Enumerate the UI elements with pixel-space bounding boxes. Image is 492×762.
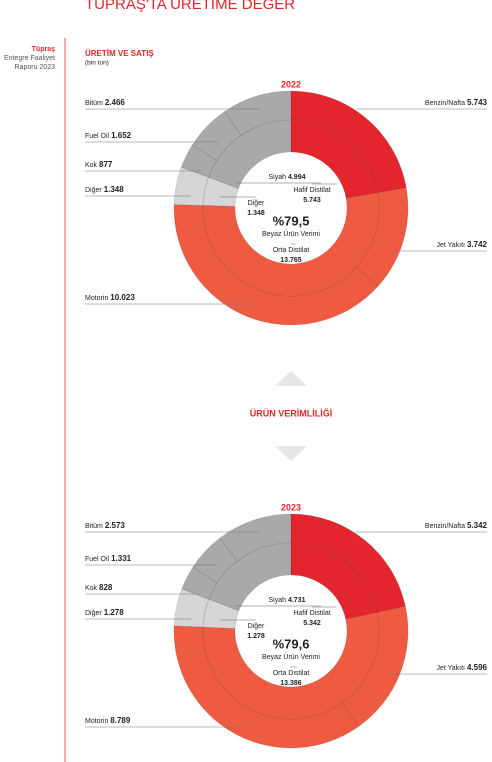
slice-value: 4.596 bbox=[467, 663, 488, 672]
slice-value: 877 bbox=[99, 160, 113, 169]
slice-label: Jet Yakıtı 4.596 bbox=[436, 663, 487, 672]
chart-title: 2022 bbox=[281, 79, 301, 89]
chart-title: 2023 bbox=[281, 502, 301, 512]
slice-label: Motorin 8.789 bbox=[85, 716, 131, 725]
slice-label: Diğer 1.348 bbox=[85, 185, 124, 194]
donut-slice bbox=[173, 204, 379, 326]
divider-label: ÜRÜN VERİMLİLİĞİ bbox=[250, 407, 333, 418]
slice-value: 5.342 bbox=[467, 521, 488, 530]
inner-name: Diğer bbox=[248, 200, 265, 207]
slice-label: Motorin 10.023 bbox=[85, 293, 135, 302]
inner-label: Siyah 4.731 bbox=[269, 597, 306, 604]
slice-label: Diğer 1.278 bbox=[85, 608, 124, 617]
inner-value: 13.765 bbox=[280, 257, 302, 264]
donut-slice bbox=[290, 119, 379, 199]
slice-label: Kok 877 bbox=[85, 160, 113, 169]
slice-name: Motorin bbox=[85, 295, 108, 302]
slice-value: 10.023 bbox=[110, 293, 135, 302]
slice-name: Diğer bbox=[85, 187, 102, 194]
inner-value: 1.278 bbox=[247, 633, 265, 640]
slice-value: 5.743 bbox=[467, 98, 488, 107]
slice-name: Motorin bbox=[85, 718, 108, 725]
slice-label: Bitüm 2.466 bbox=[85, 98, 125, 107]
inner-label: Siyah 4.994 bbox=[269, 174, 306, 181]
slice-name: Diğer bbox=[85, 610, 102, 617]
donut-slice bbox=[290, 542, 378, 620]
slice-name: Benzin/Nafta bbox=[425, 523, 465, 530]
inner-name: Diğer bbox=[248, 623, 265, 630]
center-value: %79,5 bbox=[273, 213, 310, 228]
slice-label: Benzin/Nafta 5.743 bbox=[425, 98, 488, 107]
slice-label: Fuel Oil 1.652 bbox=[85, 131, 132, 140]
slice-name: Jet Yakıtı bbox=[436, 665, 465, 672]
center-caption: Beyaz Ürün Verimi bbox=[262, 230, 320, 238]
inner-value: 4.731 bbox=[288, 597, 306, 604]
slice-name: Bitüm bbox=[85, 100, 103, 107]
slice-label: Jet Yakıtı 3.742 bbox=[436, 240, 487, 249]
slice-label: Kok 828 bbox=[85, 583, 113, 592]
slice-name: Fuel Oil bbox=[85, 556, 110, 563]
slice-value: 2.466 bbox=[105, 98, 126, 107]
arrow-up bbox=[275, 371, 307, 386]
donut-slice bbox=[202, 176, 239, 207]
inner-name: Hafif Distilat bbox=[293, 187, 330, 194]
slice-value: 1.348 bbox=[104, 185, 125, 194]
inner-value: 5.342 bbox=[303, 620, 321, 627]
slice-value: 1.331 bbox=[111, 554, 132, 563]
page-title: TÜPRAŞ'TA ÜRETİME DEĞER bbox=[85, 0, 295, 13]
donut-slice bbox=[202, 611, 380, 720]
center-value: %79,6 bbox=[273, 636, 310, 651]
slice-name: Jet Yakıtı bbox=[436, 242, 465, 249]
slice-name: Fuel Oil bbox=[85, 133, 110, 140]
inner-name: Siyah bbox=[269, 174, 287, 181]
inner-name: Hafif Distilat bbox=[293, 610, 330, 617]
slice-name: Benzin/Nafta bbox=[425, 100, 465, 107]
slice-name: Bitüm bbox=[85, 523, 103, 530]
slice-label: Fuel Oil 1.331 bbox=[85, 554, 132, 563]
slice-value: 1.652 bbox=[111, 131, 132, 140]
slice-value: 3.742 bbox=[467, 240, 488, 249]
section-unit: (bin ton) bbox=[85, 60, 109, 67]
slice-label: Bitüm 2.573 bbox=[85, 521, 125, 530]
arrow-down bbox=[275, 446, 307, 461]
inner-value: 1.348 bbox=[247, 210, 265, 217]
slice-value: 1.278 bbox=[104, 608, 125, 617]
slice-name: Kok bbox=[85, 162, 98, 169]
inner-value: 5.743 bbox=[303, 197, 321, 204]
sidebar-company: Tüpraş bbox=[32, 46, 55, 53]
sidebar-line: Raporu 2023 bbox=[15, 64, 56, 71]
donut-slice bbox=[208, 119, 292, 189]
donut-slice bbox=[208, 542, 292, 612]
inner-name: Orta Distilat bbox=[273, 247, 310, 254]
inner-value: 4.994 bbox=[288, 174, 306, 181]
slice-label: Benzin/Nafta 5.342 bbox=[425, 521, 488, 530]
section-title: ÜRETİM VE SATIŞ bbox=[85, 49, 154, 58]
slice-name: Kok bbox=[85, 585, 98, 592]
sidebar-line: Entegre Faaliyet bbox=[4, 55, 55, 62]
center-caption: Beyaz Ürün Verimi bbox=[262, 653, 320, 661]
slice-value: 2.573 bbox=[105, 521, 126, 530]
donut-slice bbox=[202, 192, 380, 297]
inner-name: Siyah bbox=[269, 597, 287, 604]
inner-name: Orta Distilat bbox=[273, 670, 310, 677]
slice-value: 828 bbox=[99, 583, 113, 592]
inner-value: 13.386 bbox=[280, 680, 302, 687]
slice-value: 8.789 bbox=[110, 716, 131, 725]
